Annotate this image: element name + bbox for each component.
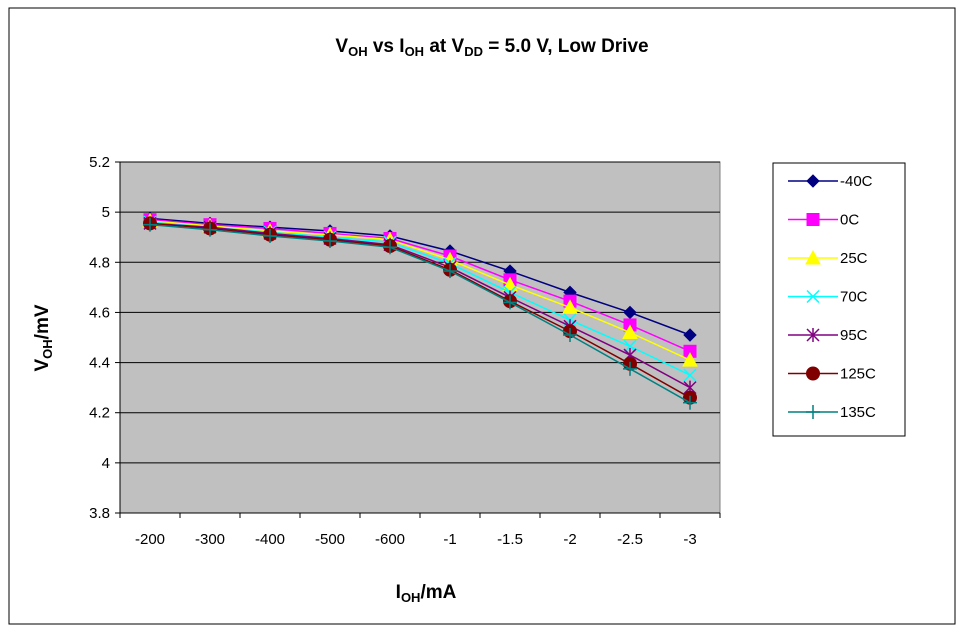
legend: -40C 0C 25C 70C 95C 125C 135C xyxy=(788,173,876,421)
series-group xyxy=(142,211,698,410)
x-tick-label: -2.5 xyxy=(617,531,643,548)
data-point xyxy=(203,222,217,237)
legend-item: -40C xyxy=(788,173,873,190)
y-tick-label: 4.6 xyxy=(89,304,110,321)
y-tick-label: 4.8 xyxy=(89,254,110,271)
x-tick-labels: -200 -300 -400 -500 -600 -1 -1.5 -2 -2.5 -3 xyxy=(119,513,721,548)
data-point xyxy=(623,305,637,320)
series-line xyxy=(149,223,691,404)
legend-box xyxy=(772,162,906,437)
data-point xyxy=(563,327,577,342)
legend-label: 70C xyxy=(840,289,868,306)
legend-label: -40C xyxy=(840,173,873,190)
legend-label: 135C xyxy=(840,404,876,421)
x-tick-label: -200 xyxy=(135,531,165,548)
data-point xyxy=(623,361,637,376)
data-point xyxy=(383,240,397,255)
legend-marker xyxy=(806,405,820,419)
legend-item: 25C xyxy=(788,249,868,267)
y-tick-label: 5 xyxy=(102,204,110,221)
data-point xyxy=(622,324,638,339)
series-line xyxy=(149,220,691,361)
legend-label: 95C xyxy=(840,327,868,344)
x-tick-label: -2 xyxy=(563,531,576,548)
legend-marker xyxy=(806,366,820,381)
legend-item: 125C xyxy=(788,366,876,383)
y-tick-labels: 3.8 4 4.2 4.4 4.6 4.8 5 5.2 xyxy=(89,154,120,522)
x-tick-label: -600 xyxy=(375,531,405,548)
legend-item: 135C xyxy=(788,404,876,421)
plot-area xyxy=(119,161,721,514)
series-line xyxy=(149,218,691,352)
x-tick-label: -400 xyxy=(255,531,285,548)
legend-item: 95C xyxy=(788,327,868,344)
y-axis-title: VOH/mV xyxy=(32,304,55,371)
x-tick-label: -300 xyxy=(195,531,225,548)
legend-item: 70C xyxy=(788,289,868,306)
series-135C xyxy=(143,217,697,410)
legend-label: 25C xyxy=(840,250,868,267)
data-point xyxy=(263,228,277,243)
legend-label: 0C xyxy=(840,212,859,229)
series-line xyxy=(149,217,691,336)
series-line xyxy=(149,222,691,389)
x-tick-label: -1.5 xyxy=(497,531,523,548)
data-point xyxy=(562,299,578,314)
legend-marker xyxy=(806,289,820,304)
x-tick-label: -500 xyxy=(315,531,345,548)
data-point xyxy=(323,233,337,248)
series-line xyxy=(149,222,691,399)
y-tick-label: 4 xyxy=(102,455,110,472)
data-point xyxy=(683,328,697,342)
legend-marker xyxy=(805,249,821,265)
data-point xyxy=(503,295,517,310)
legend-item: 0C xyxy=(788,212,859,229)
x-tick-label: -3 xyxy=(683,531,696,548)
y-tick-label: 5.2 xyxy=(89,154,110,171)
data-point xyxy=(443,264,457,279)
y-tick-label: 4.2 xyxy=(89,405,110,422)
y-tick-label: 4.4 xyxy=(89,355,110,372)
x-axis-title: IOH/mA xyxy=(396,582,457,605)
data-point xyxy=(683,368,697,382)
legend-marker xyxy=(806,328,820,342)
chart-title: VOH vs IOH at VDD = 5.0 V, Low Drive xyxy=(335,36,648,59)
data-point xyxy=(682,352,698,367)
legend-marker xyxy=(806,213,820,226)
y-tick-label: 3.8 xyxy=(89,505,110,522)
legend-marker xyxy=(806,174,820,188)
data-point xyxy=(143,217,157,232)
legend-label: 125C xyxy=(840,366,876,383)
x-tick-label: -1 xyxy=(443,531,456,548)
data-point xyxy=(683,395,697,410)
